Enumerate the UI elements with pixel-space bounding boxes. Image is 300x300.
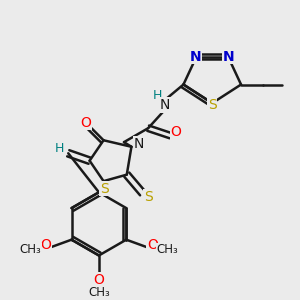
Text: CH₃: CH₃ (20, 243, 41, 256)
Text: N: N (134, 137, 144, 151)
Text: N: N (223, 50, 235, 64)
Text: S: S (208, 98, 217, 112)
Text: H: H (153, 89, 162, 102)
Text: O: O (171, 125, 182, 139)
Text: H: H (54, 142, 64, 155)
Text: O: O (94, 273, 104, 286)
Text: O: O (80, 116, 91, 130)
Text: S: S (100, 182, 109, 196)
Text: O: O (40, 238, 51, 252)
Text: O: O (147, 238, 158, 252)
Text: N: N (190, 50, 201, 64)
Text: CH₃: CH₃ (88, 286, 110, 299)
Text: S: S (144, 190, 152, 204)
Text: N: N (160, 98, 170, 112)
Text: CH₃: CH₃ (156, 243, 178, 256)
